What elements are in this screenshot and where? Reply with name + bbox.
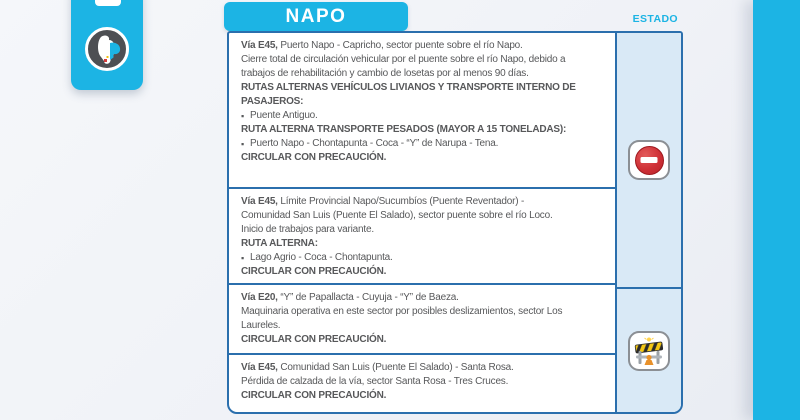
status-text-line: RUTAS ALTERNAS VEHÍCULOS LIVIANOS Y TRAN… (241, 82, 576, 93)
road-status-entry: Vía E45, Comunidad San Luis (Puente El S… (229, 353, 615, 412)
sidebar-logo-card[interactable] (71, 0, 143, 90)
status-text-line: Vía E45, Límite Provincial Napo/Sucumbío… (241, 196, 525, 207)
alt-route-item: Puerto Napo - Chontapunta - Coca - “Y” d… (241, 137, 609, 151)
estado-column (615, 33, 681, 412)
cropped-white-icon (95, 0, 121, 6)
status-text-line: CIRCULAR CON PRECAUCIÓN. (241, 334, 387, 345)
alt-route-item: Puente Antiguo. (241, 109, 609, 123)
road-status-entry: Vía E20, “Y” de Papallacta - Cuyuja - “Y… (229, 283, 615, 353)
status-text-line: Vía E45, Puerto Napo - Capricho, sector … (241, 40, 523, 51)
status-text-line: CIRCULAR CON PRECAUCIÓN. (241, 266, 387, 277)
status-text-line: Pérdida de calzada de la vía, sector San… (241, 376, 509, 387)
construction-barrier-icon (628, 330, 670, 371)
road-status-panel: Vía E45, Puerto Napo - Capricho, sector … (227, 31, 683, 414)
status-text-line: CIRCULAR CON PRECAUCIÓN. (241, 152, 387, 163)
status-text-line: Maquinaria operativa en este sector por … (241, 306, 563, 317)
region-tab-label: NAPO (285, 5, 347, 27)
status-text-line: PASAJEROS: (241, 96, 304, 107)
road-status-entry: Vía E45, Puerto Napo - Capricho, sector … (229, 33, 615, 187)
alt-route-item: Lago Agrio - Coca - Chontapunta. (241, 251, 609, 265)
tab-region-napo[interactable]: NAPO (224, 2, 408, 31)
estado-column-heading: ESTADO (632, 13, 678, 25)
road-status-entry: Vía E45, Límite Provincial Napo/Sucumbío… (229, 187, 615, 283)
status-text-line: RUTA ALTERNA: (241, 238, 318, 249)
estado-cell-closure (617, 33, 681, 287)
ecuador-map-logo-icon[interactable] (85, 27, 129, 71)
status-text-line: Vía E20, “Y” de Papallacta - Cuyuja - “Y… (241, 292, 459, 303)
status-text-line: trabajos de rehabilitación y cambio de l… (241, 68, 529, 79)
right-edge-strip (753, 0, 800, 420)
no-entry-icon (628, 140, 670, 180)
estado-cell-caution (617, 287, 681, 412)
status-text-line: Laureles. (241, 320, 281, 331)
status-text-line: Cierre total de circulación vehicular po… (241, 54, 566, 65)
sections: Vía E45, Puerto Napo - Capricho, sector … (229, 33, 615, 412)
status-text-line: Comunidad San Luis (Puente El Salado), s… (241, 210, 553, 221)
status-text-line: CIRCULAR CON PRECAUCIÓN. (241, 390, 387, 401)
status-text-line: Inicio de trabajos para variante. (241, 224, 374, 235)
status-text-line: Vía E45, Comunidad San Luis (Puente El S… (241, 362, 514, 373)
status-text-line: RUTA ALTERNA TRANSPORTE PESADOS (MAYOR A… (241, 124, 567, 135)
